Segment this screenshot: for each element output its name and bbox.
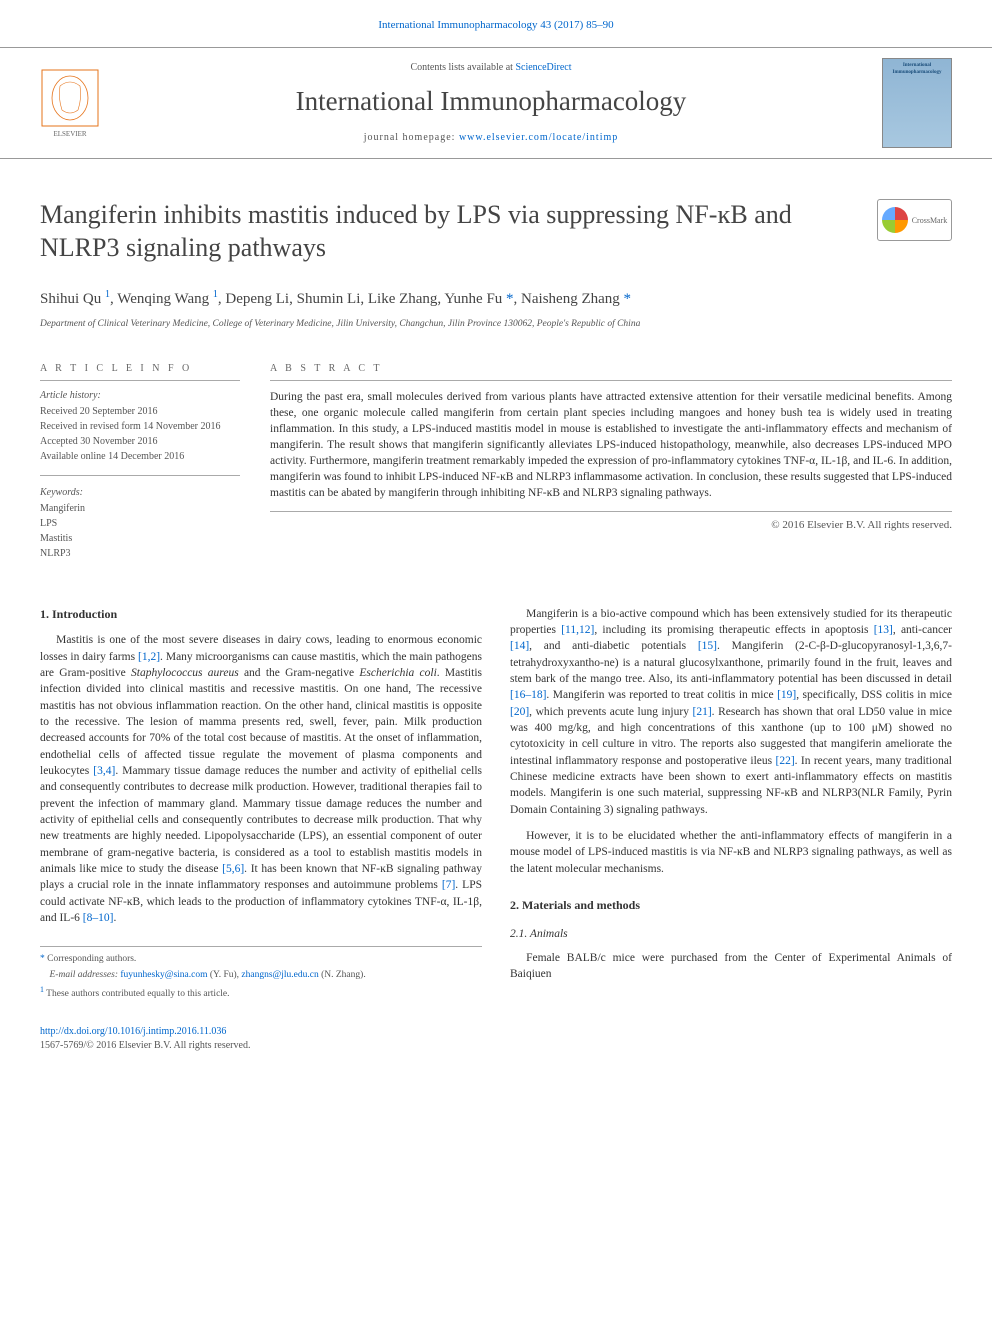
svg-text:ELSEVIER: ELSEVIER [53, 130, 86, 138]
page-footer: http://dx.doi.org/10.1016/j.intimp.2016.… [0, 1003, 992, 1083]
masthead-center: Contents lists available at ScienceDirec… [100, 61, 882, 145]
history-label: Article history: [40, 389, 240, 403]
journal-cover-thumbnail: International Immunopharmacology [882, 58, 952, 148]
article-info-heading: A R T I C L E I N F O [40, 362, 240, 381]
doi-link[interactable]: http://dx.doi.org/10.1016/j.intimp.2016.… [40, 1026, 226, 1037]
abstract-column: A B S T R A C T During the past era, sma… [270, 362, 952, 562]
abstract-heading: A B S T R A C T [270, 362, 952, 381]
keyword: NLRP3 [40, 547, 240, 561]
affiliation: Department of Clinical Veterinary Medici… [0, 310, 992, 331]
crossmark-icon [882, 207, 908, 233]
email-link-2[interactable]: zhangns@jlu.edu.cn [241, 970, 318, 980]
sciencedirect-link[interactable]: ScienceDirect [515, 62, 571, 73]
keyword: Mastitis [40, 532, 240, 546]
keywords-label: Keywords: [40, 486, 240, 500]
section-2-heading: 2. Materials and methods [510, 897, 952, 914]
online-date: Available online 14 December 2016 [40, 450, 240, 464]
email-link-1[interactable]: fuyunhesky@sina.com [120, 970, 207, 980]
section-2-1-heading: 2.1. Animals [510, 926, 952, 942]
intro-para-2: Mangiferin is a bio-active compound whic… [510, 606, 952, 818]
article-history: Article history: Received 20 September 2… [40, 389, 240, 476]
info-abstract-row: A R T I C L E I N F O Article history: R… [0, 332, 992, 582]
footnotes: * Corresponding authors. E-mail addresse… [40, 946, 482, 1001]
left-column: 1. Introduction Mastitis is one of the m… [40, 606, 482, 1004]
animals-para: Female BALB/c mice were purchased from t… [510, 950, 952, 983]
crossmark-badge[interactable]: CrossMark [877, 199, 952, 241]
authors-line: Shihui Qu 1, Wenqing Wang 1, Depeng Li, … [0, 288, 992, 310]
keyword: LPS [40, 517, 240, 531]
emails-note: E-mail addresses: fuyunhesky@sina.com (Y… [40, 969, 482, 982]
header-citation-link[interactable]: International Immunopharmacology 43 (201… [378, 19, 613, 31]
section-1-heading: 1. Introduction [40, 606, 482, 623]
received-date: Received 20 September 2016 [40, 405, 240, 419]
masthead: ELSEVIER Contents lists available at Sci… [0, 47, 992, 159]
accepted-date: Accepted 30 November 2016 [40, 435, 240, 449]
revised-date: Received in revised form 14 November 201… [40, 420, 240, 434]
keyword: Mangiferin [40, 502, 240, 516]
intro-para-3: However, it is to be elucidated whether … [510, 828, 952, 877]
contribution-note: 1 These authors contributed equally to t… [40, 984, 482, 1001]
elsevier-logo: ELSEVIER [40, 68, 100, 138]
keywords-block: Keywords: Mangiferin LPS Mastitis NLRP3 [40, 486, 240, 561]
issn-copyright: 1567-5769/© 2016 Elsevier B.V. All right… [40, 1040, 250, 1051]
corresponding-note: * Corresponding authors. [40, 953, 482, 966]
abstract-copyright: © 2016 Elsevier B.V. All rights reserved… [270, 518, 952, 533]
journal-name: International Immunopharmacology [100, 83, 882, 121]
body-columns: 1. Introduction Mastitis is one of the m… [0, 582, 992, 1004]
article-title: Mangiferin inhibits mastitis induced by … [40, 199, 847, 264]
contents-available-line: Contents lists available at ScienceDirec… [100, 61, 882, 75]
title-block: Mangiferin inhibits mastitis induced by … [0, 159, 992, 288]
homepage-line: journal homepage: www.elsevier.com/locat… [100, 131, 882, 145]
header-citation: International Immunopharmacology 43 (201… [0, 0, 992, 47]
intro-para-1: Mastitis is one of the most severe disea… [40, 632, 482, 926]
homepage-link[interactable]: www.elsevier.com/locate/intimp [459, 132, 618, 143]
abstract-text: During the past era, small molecules der… [270, 389, 952, 513]
right-column: Mangiferin is a bio-active compound whic… [510, 606, 952, 1004]
article-info-sidebar: A R T I C L E I N F O Article history: R… [40, 362, 240, 562]
